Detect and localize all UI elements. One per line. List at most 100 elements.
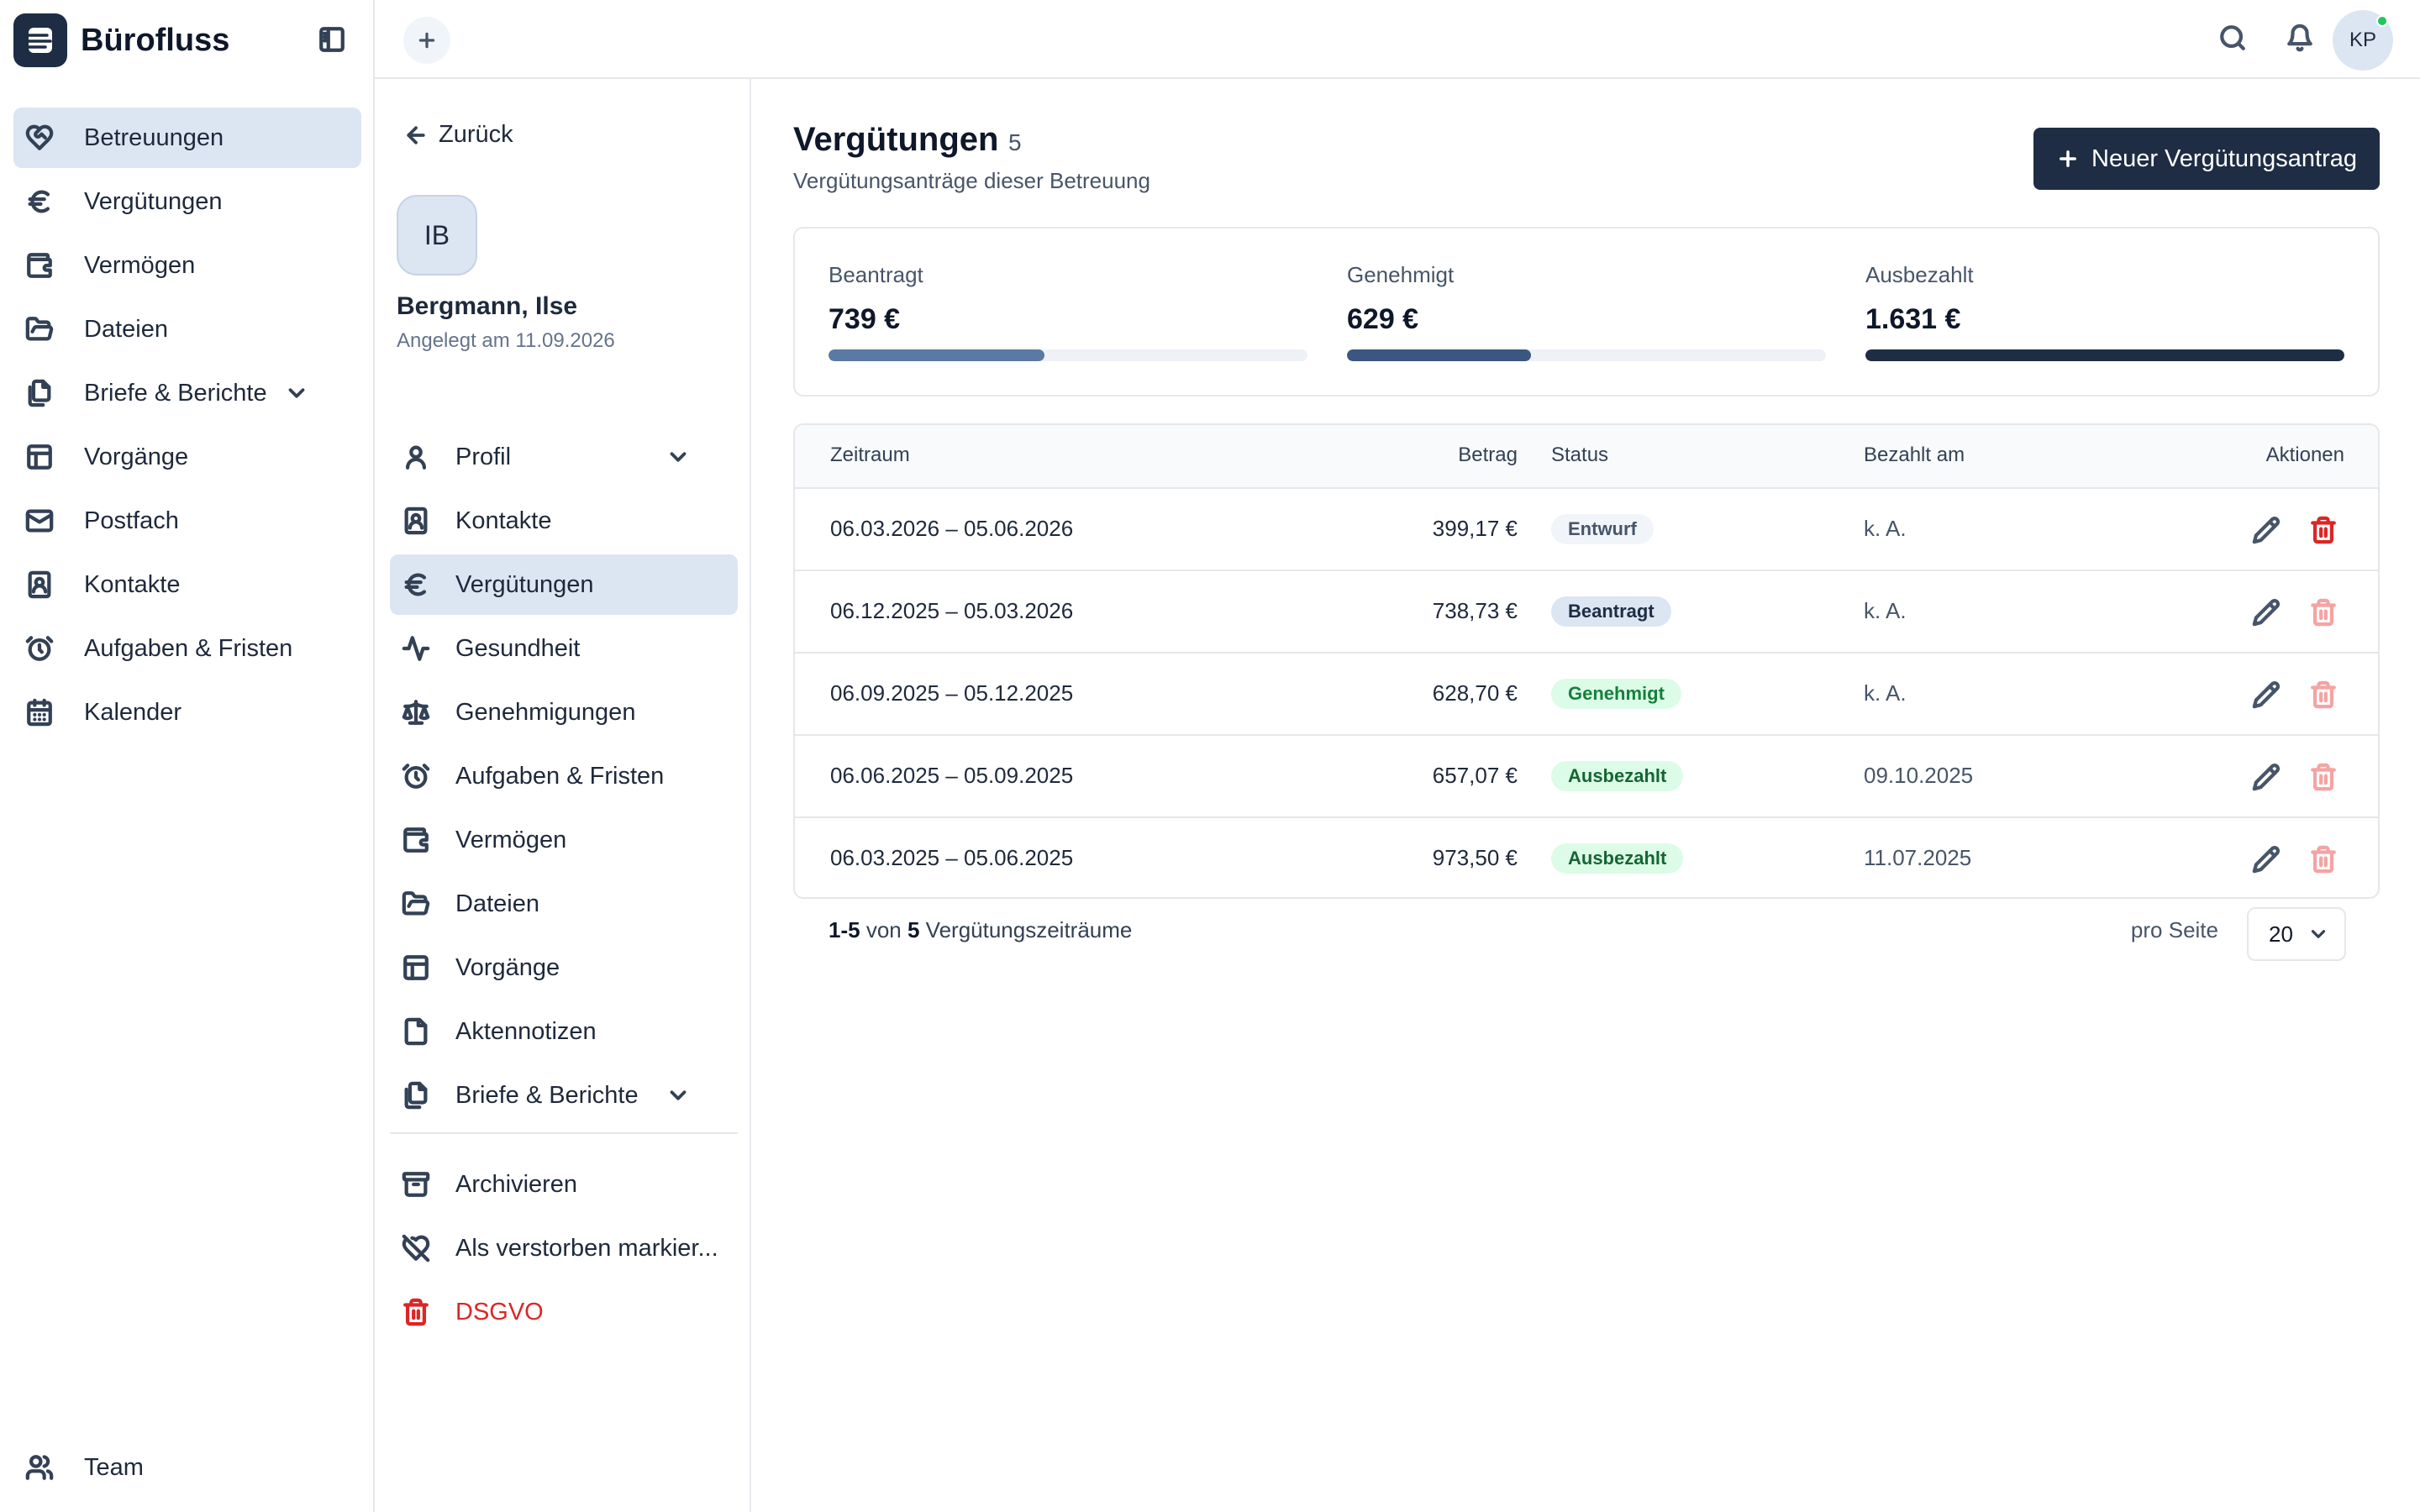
main-sidebar: Bürofluss Betreuungen Vergütungen Vermögen…	[0, 0, 375, 1512]
stat-beantragt: Beantragt 739 €	[829, 262, 1307, 361]
new-compensation-request-button[interactable]: Neuer Vergütungsantrag	[2033, 128, 2380, 190]
cell-period: 06.06.2025 – 05.09.2025	[830, 763, 1074, 788]
compensation-table: Zeitraum Betrag Status Bezahlt am Aktion…	[793, 423, 2380, 899]
person-nav-label: Vergütungen	[455, 570, 594, 598]
column-header-amount[interactable]: Betrag	[1458, 444, 1518, 466]
person-nav-genehmigungen[interactable]: Genehmigungen	[390, 682, 738, 743]
stat-label: Beantragt	[829, 262, 923, 287]
sidebar-item-briefe-berichte[interactable]: Briefe & Berichte	[13, 363, 361, 423]
person-action-als-verstorben-markier[interactable]: Als verstorben markier...	[390, 1218, 738, 1278]
table-row[interactable]: 06.09.2025 – 05.12.2025 628,70 € Genehmigt…	[795, 654, 2378, 736]
cell-amount: 738,73 €	[1432, 598, 1518, 623]
folder-icon	[402, 890, 430, 918]
sidebar-toggle-icon[interactable]	[318, 25, 346, 54]
person-nav-label: Aktennotizen	[455, 1017, 597, 1045]
person-nav-vorgaenge[interactable]: Vorgänge	[390, 937, 738, 998]
sidebar-item-label: Vergütungen	[84, 187, 223, 215]
pagination-noun: Vergütungszeiträume	[925, 917, 1133, 942]
sidebar-item-label: Postfach	[84, 507, 179, 534]
person-nav-label: Vermögen	[455, 826, 567, 853]
table-icon	[402, 953, 430, 982]
column-header-status[interactable]: Status	[1551, 444, 1609, 466]
divider	[390, 1132, 738, 1134]
person-action-label: DSGVO	[455, 1298, 544, 1326]
table-row[interactable]: 06.03.2025 – 05.06.2025 973,50 € Ausbezahl…	[795, 818, 2378, 897]
edit-icon[interactable]	[2252, 763, 2281, 791]
quick-add-button[interactable]	[403, 17, 450, 64]
person-nav-profil[interactable]: Profil	[390, 427, 738, 487]
stat-progress-fill	[1347, 349, 1532, 361]
sidebar-item-kalender[interactable]: Kalender	[13, 682, 361, 743]
person-nav-dateien[interactable]: Dateien	[390, 874, 738, 934]
sidebar-item-team[interactable]: Team	[13, 1437, 361, 1498]
stat-genehmigt: Genehmigt 629 €	[1347, 262, 1826, 361]
edit-icon[interactable]	[2252, 845, 2281, 874]
sidebar-item-postfach[interactable]: Postfach	[13, 491, 361, 551]
back-link[interactable]: Zurück	[403, 121, 513, 149]
chevron-down-icon	[2307, 923, 2329, 945]
sidebar-item-aufgaben-fristen[interactable]: Aufgaben & Fristen	[13, 618, 361, 679]
person-nav-label: Vorgänge	[455, 953, 560, 981]
table-row[interactable]: 06.03.2026 – 05.06.2026 399,17 € Entwurf k.…	[795, 489, 2378, 571]
person-nav-label: Gesundheit	[455, 634, 581, 662]
cell-period: 06.03.2025 – 05.06.2025	[830, 845, 1074, 870]
person-action-label: Als verstorben markier...	[455, 1234, 718, 1262]
person-nav-gesundheit[interactable]: Gesundheit	[390, 618, 738, 679]
sidebar-item-kontakte[interactable]: Kontakte	[13, 554, 361, 615]
edit-icon[interactable]	[2252, 680, 2281, 709]
edit-icon[interactable]	[2252, 598, 2281, 627]
sidebar-item-label: Vermögen	[84, 251, 196, 279]
per-page-select[interactable]: 20	[2247, 907, 2346, 961]
person-action-archivieren[interactable]: Archivieren	[390, 1154, 738, 1215]
column-header-paid-date[interactable]: Bezahlt am	[1864, 444, 1965, 466]
person-nav-aktennotizen[interactable]: Aktennotizen	[390, 1001, 738, 1062]
per-page-label: pro Seite	[2130, 917, 2218, 942]
trash-icon	[402, 1298, 430, 1326]
back-label: Zurück	[439, 121, 513, 148]
person-nav-kontakte[interactable]: Kontakte	[390, 491, 738, 551]
app-logo	[13, 13, 67, 67]
person-sidebar: Zurück IB Bergmann, Ilse Angelegt am 11.…	[375, 79, 751, 1512]
arrow-left-icon	[403, 123, 429, 148]
wallet-icon	[25, 251, 54, 280]
sidebar-item-dateien[interactable]: Dateien	[13, 299, 361, 360]
person-nav-vermoegen[interactable]: Vermögen	[390, 810, 738, 870]
delete-icon	[2309, 680, 2338, 709]
online-status-dot	[2376, 15, 2388, 27]
edit-icon[interactable]	[2252, 516, 2281, 544]
table-row[interactable]: 06.12.2025 – 05.03.2026 738,73 € Beantragt…	[795, 571, 2378, 654]
brand[interactable]: Bürofluss	[13, 13, 229, 67]
delete-icon[interactable]	[2309, 516, 2338, 544]
sidebar-item-verguetungen[interactable]: Vergütungen	[13, 171, 361, 232]
cell-amount: 628,70 €	[1432, 680, 1518, 706]
new-button-label: Neuer Vergütungsantrag	[2091, 144, 2357, 172]
sidebar-item-betreuungen[interactable]: Betreuungen	[13, 108, 361, 168]
person-nav-label: Kontakte	[455, 507, 552, 534]
heart-off-icon	[402, 1234, 430, 1263]
alarm-clock-icon	[402, 762, 430, 790]
search-icon[interactable]	[2218, 24, 2247, 52]
person-nav-briefe-berichte[interactable]: Briefe & Berichte	[390, 1065, 738, 1126]
chevron-down-icon	[666, 1083, 691, 1108]
column-header-period[interactable]: Zeitraum	[830, 444, 910, 466]
stat-ausbezahlt: Ausbezahlt 1.631 €	[1865, 262, 2344, 361]
plus-icon	[2056, 147, 2080, 171]
documents-icon	[25, 379, 54, 407]
sidebar-item-vermoegen[interactable]: Vermögen	[13, 235, 361, 296]
person-nav-label: Profil	[455, 443, 512, 470]
sidebar-item-vorgaenge[interactable]: Vorgänge	[13, 427, 361, 487]
table-row[interactable]: 06.06.2025 – 05.09.2025 657,07 € Ausbezahl…	[795, 736, 2378, 818]
person-nav-verguetungen[interactable]: Vergütungen	[390, 554, 738, 615]
person-action-dsgvo[interactable]: DSGVO	[390, 1282, 738, 1342]
status-badge: Ausbezahlt	[1551, 843, 1684, 874]
cell-paid-date: 11.07.2025	[1864, 845, 1972, 870]
mail-icon	[25, 507, 54, 535]
bell-icon[interactable]	[2286, 24, 2314, 52]
person-nav-aufgaben-fristen[interactable]: Aufgaben & Fristen	[390, 746, 738, 806]
cell-paid-date: k. A.	[1864, 680, 1907, 706]
user-avatar[interactable]: KP	[2333, 10, 2393, 71]
stat-value: 1.631 €	[1865, 303, 1961, 335]
users-icon	[25, 1453, 54, 1482]
pagination-range: 1-5	[829, 917, 860, 942]
summary-card: Beantragt 739 € Genehmigt 629 € Ausbezahlt 1.…	[793, 227, 2380, 396]
